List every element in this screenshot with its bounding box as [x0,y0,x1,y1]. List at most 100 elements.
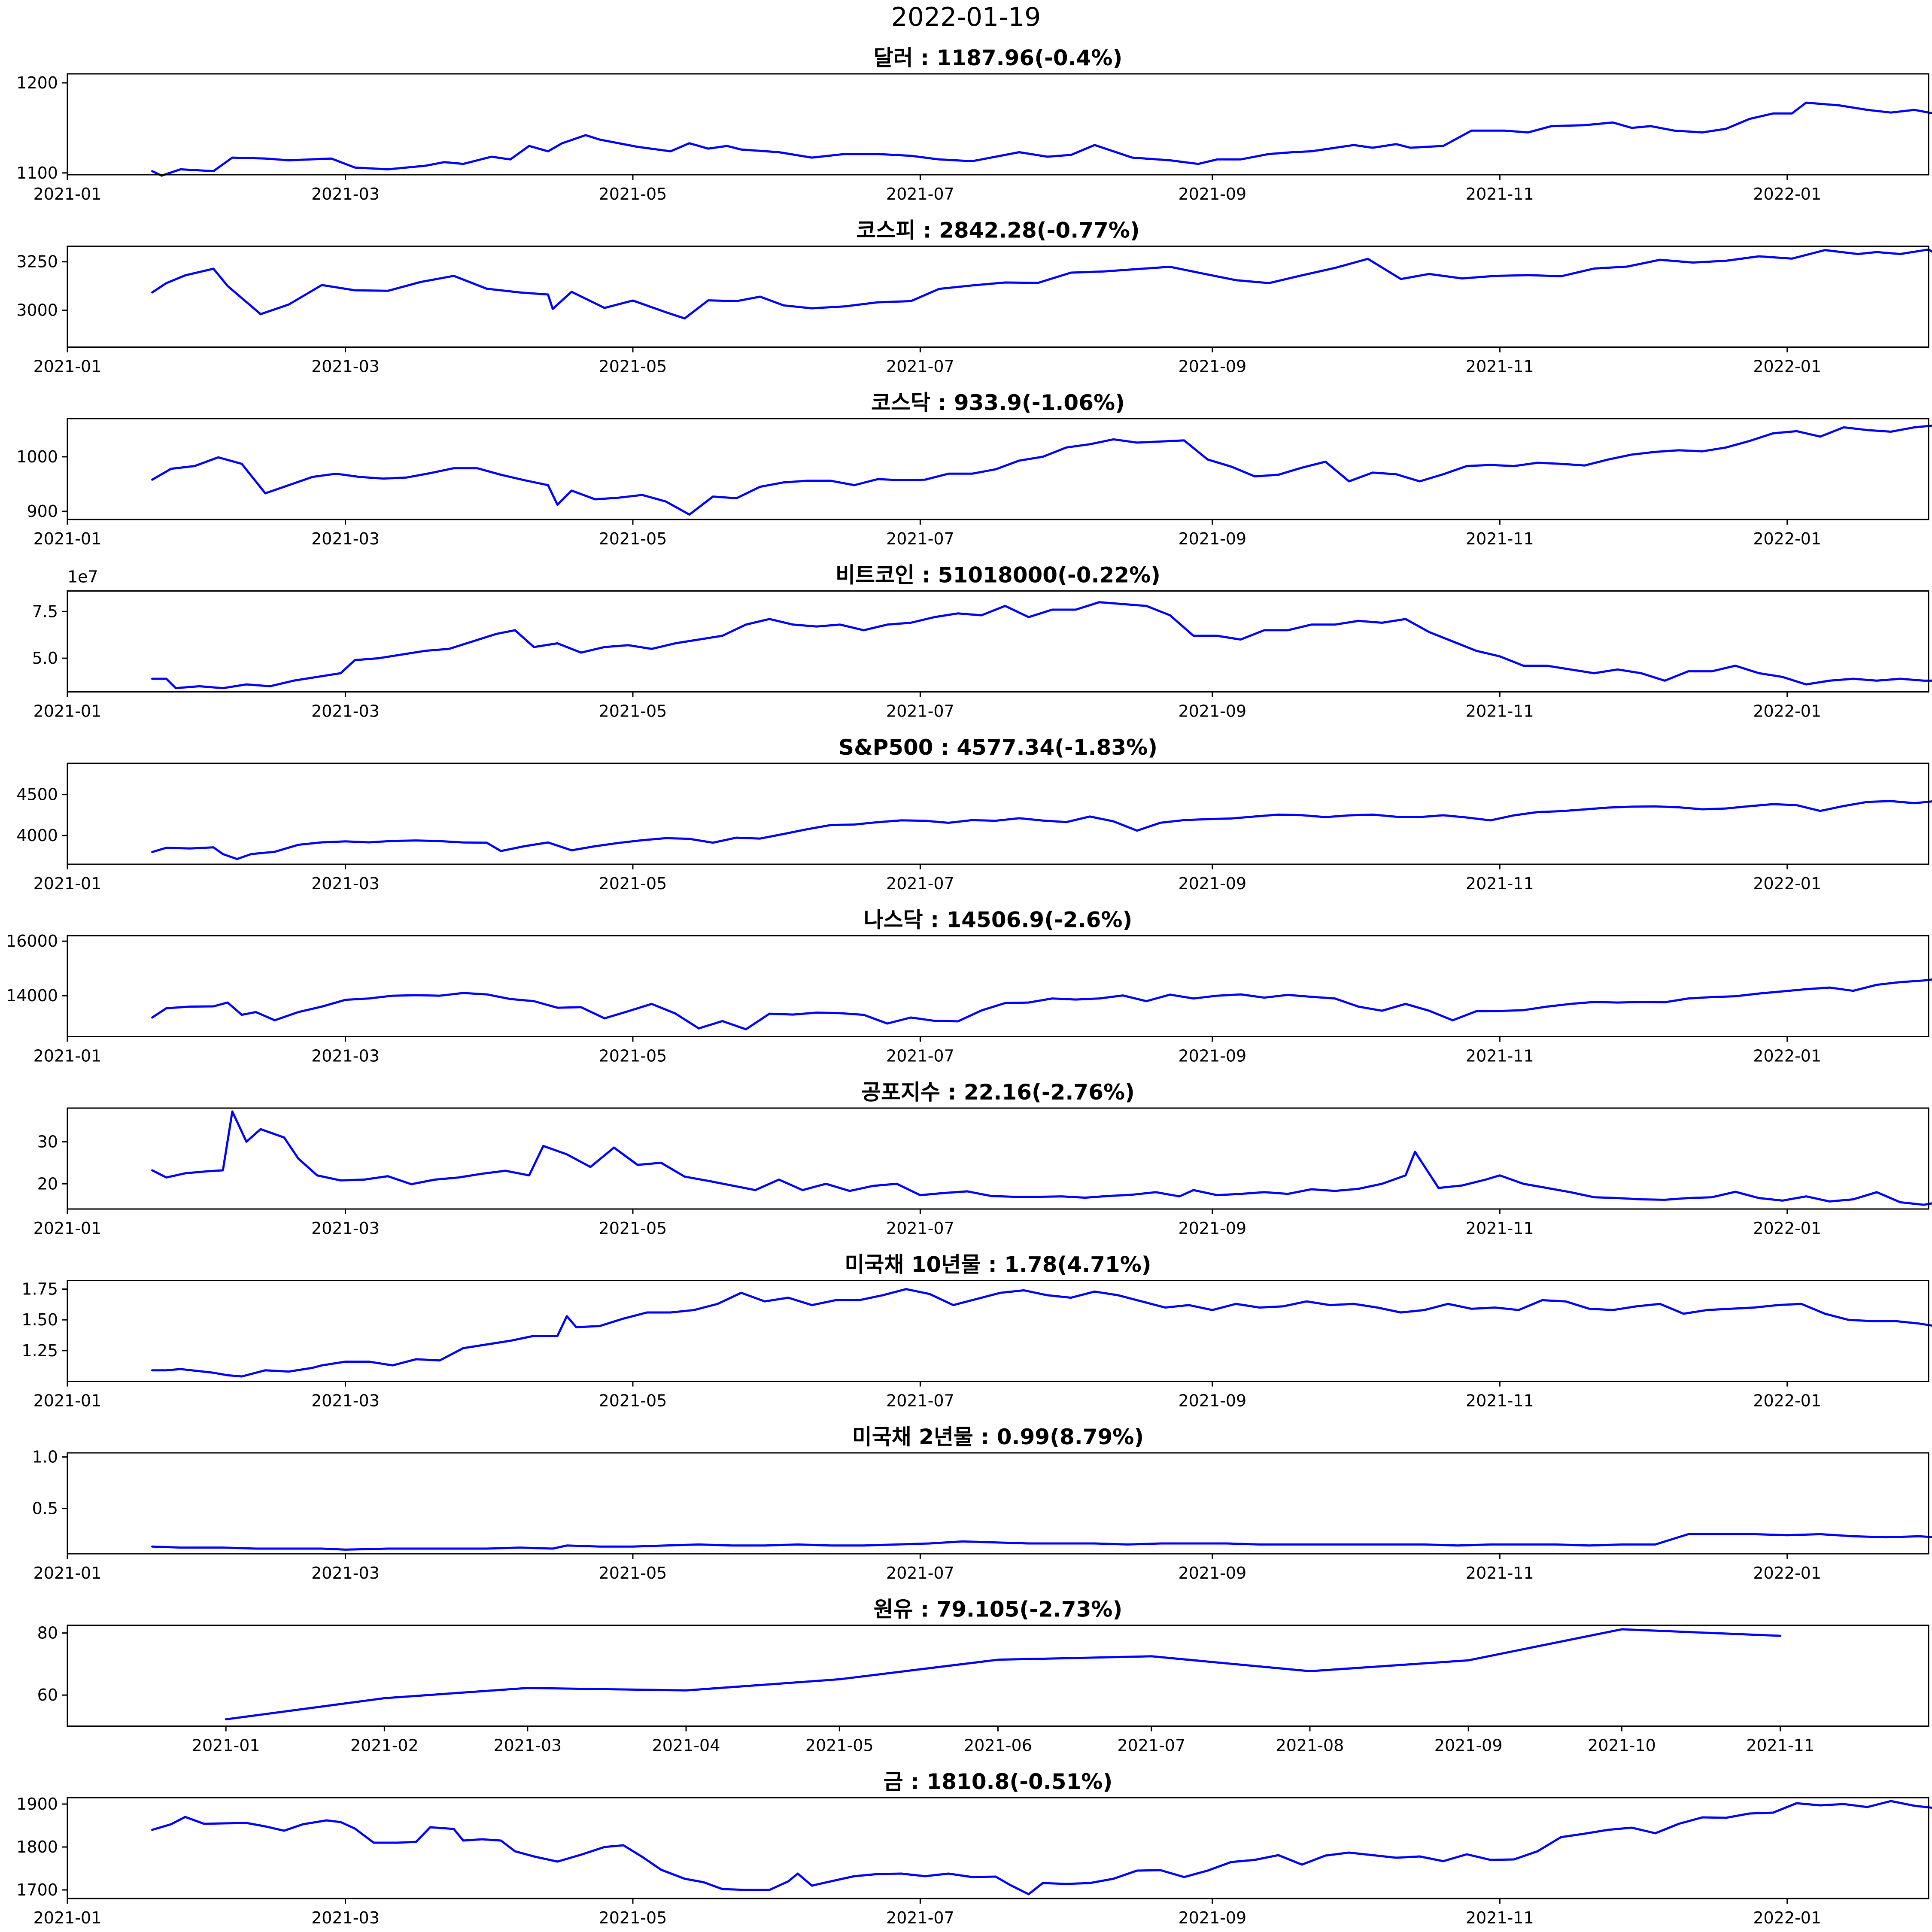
x-tick-label: 2021-06 [964,1736,1032,1755]
series-line [152,1285,1932,1376]
x-tick-label: 2021-05 [599,1564,667,1583]
x-tick-label: 2021-09 [1178,874,1246,893]
y-tick-label: 5.0 [32,649,58,668]
x-tick-label: 2021-11 [1466,1908,1534,1927]
x-tick-label: 2021-09 [1434,1736,1503,1755]
panel-title: 미국채 10년물 : 1.78(4.71%) [844,1252,1151,1277]
x-tick-label: 2021-05 [805,1736,874,1755]
series-line [152,1458,1932,1549]
y-tick-label: 3000 [16,301,58,320]
x-tick-label: 2021-05 [599,874,667,893]
x-tick-label: 2021-01 [33,1219,102,1238]
plot-frame [67,74,1929,175]
x-tick-label: 2021-11 [1466,357,1534,376]
x-tick-label: 2021-07 [886,1908,954,1927]
x-tick-label: 2021-05 [599,185,667,204]
panel-4: S&P500 : 4577.34(-1.83%) 2021-01 2021-03 20… [16,735,1932,893]
x-tick-label: 2021-03 [311,529,380,548]
y-tick-label: 7.5 [32,602,58,621]
x-tick-label: 2021-03 [493,1736,562,1755]
panel-title: 나스닥 : 14506.9(-2.6%) [864,908,1133,933]
x-tick-label: 2022-01 [1753,1219,1821,1238]
panel-title: 공포지수 : 22.16(-2.76%) [861,1080,1135,1105]
x-tick-label: 2021-03 [311,1047,380,1066]
x-tick-label: 2022-01 [1753,874,1821,893]
x-tick-label: 2021-01 [33,702,102,721]
panel-title: 금 : 1810.8(-0.51%) [884,1769,1113,1794]
x-tick-label: 2022-01 [1753,357,1821,376]
series-line [152,423,1932,514]
x-tick-label: 2021-03 [311,702,380,721]
x-tick-label: 2021-05 [599,357,667,376]
x-tick-label: 2021-07 [1117,1736,1185,1755]
x-tick-label: 2022-01 [1753,1564,1821,1583]
panel-title: 비트코인 : 51018000(-0.22%) [835,563,1160,588]
panel-10: 금 : 1810.8(-0.51%) 2021-01 2021-03 2021-05 2… [16,1769,1932,1927]
y-offset-label: 1e7 [67,568,98,586]
x-tick-label: 2021-01 [33,529,102,548]
x-tick-label: 2021-07 [886,1564,954,1583]
panel-title: 미국채 2년물 : 0.99(8.79%) [852,1425,1144,1449]
x-tick-label: 2021-01 [192,1736,260,1755]
y-tick-label: 1.0 [32,1448,58,1467]
x-tick-label: 2021-05 [599,1047,667,1066]
x-tick-label: 2021-07 [886,529,954,548]
x-tick-label: 2021-11 [1466,1564,1534,1583]
plot-frame [67,1108,1929,1209]
y-tick-label: 4000 [16,826,58,845]
plot-frame [67,1625,1929,1726]
y-tick-label: 16000 [6,932,58,951]
y-tick-label: 0.5 [32,1499,58,1518]
x-tick-label: 2021-11 [1466,702,1534,721]
x-tick-label: 2021-03 [311,1391,380,1410]
x-tick-label: 2021-07 [886,702,954,721]
x-tick-label: 2021-05 [599,1908,667,1927]
panel-7: 미국채 10년물 : 1.78(4.71%)2021-01 2021-03 2021… [21,1252,1932,1410]
x-tick-label: 2021-09 [1178,1391,1246,1410]
x-tick-label: 2021-07 [886,185,954,204]
y-tick-label: 1.25 [21,1341,58,1360]
panel-9: 원유 : 79.105(-2.73%) 2021-01 2021-02 2021-03… [37,1597,1929,1755]
y-tick-label: 4500 [16,785,58,804]
x-tick-label: 2021-05 [599,1219,667,1238]
x-tick-label: 2022-01 [1753,1391,1821,1410]
panel-title: 코스닥 : 933.9(-1.06%) [871,390,1125,415]
x-tick-label: 2021-05 [599,1391,667,1410]
series-line [152,1112,1932,1205]
y-tick-label: 1700 [16,1880,58,1899]
x-tick-label: 2021-04 [652,1736,720,1755]
panel-title: 코스피 : 2842.28(-0.77%) [856,218,1139,243]
y-tick-label: 20 [37,1174,58,1193]
plot-frame [67,1281,1929,1382]
x-tick-label: 2021-09 [1178,1047,1246,1066]
x-tick-label: 2021-01 [33,1908,102,1927]
x-tick-label: 2021-02 [350,1736,419,1755]
x-tick-label: 2021-09 [1178,357,1246,376]
x-tick-label: 2021-11 [1746,1736,1814,1755]
panel-0: 달러 : 1187.96(-0.4%) 2021-01 2021-03 2021-05… [16,46,1932,204]
x-tick-label: 2022-01 [1753,702,1821,721]
x-tick-label: 2021-05 [599,529,667,548]
x-tick-label: 2021-01 [33,874,102,893]
y-tick-label: 1.75 [21,1280,58,1299]
series-line [152,940,1932,1029]
panel-title: S&P500 : 4577.34(-1.83%) [838,735,1157,760]
x-tick-label: 2021-09 [1178,1564,1246,1583]
y-tick-label: 1000 [16,447,58,466]
y-tick-label: 1.50 [21,1310,58,1329]
x-tick-label: 2021-09 [1178,529,1246,548]
x-tick-label: 2021-01 [33,1564,102,1583]
x-tick-label: 2021-03 [311,1564,380,1583]
panel-6: 공포지수 : 22.16(-2.76%) 2021-01 2021-03 2021-0… [33,1080,1932,1238]
series-line [152,249,1932,341]
panel-3: 비트코인 : 51018000(-0.22%) 1e7 2021-01 2021-03… [32,563,1932,721]
x-tick-label: 2021-11 [1466,1219,1534,1238]
y-tick-label: 900 [27,502,58,521]
x-tick-label: 2021-09 [1178,185,1246,204]
panel-8: 미국채 2년물 : 0.99(8.79%) 2021-01 2021-03 2021-… [32,1425,1932,1583]
x-tick-label: 2021-03 [311,357,380,376]
plot-frame [67,1453,1929,1554]
panel-title: 달러 : 1187.96(-0.4%) [874,46,1123,70]
y-tick-label: 60 [37,1686,58,1704]
